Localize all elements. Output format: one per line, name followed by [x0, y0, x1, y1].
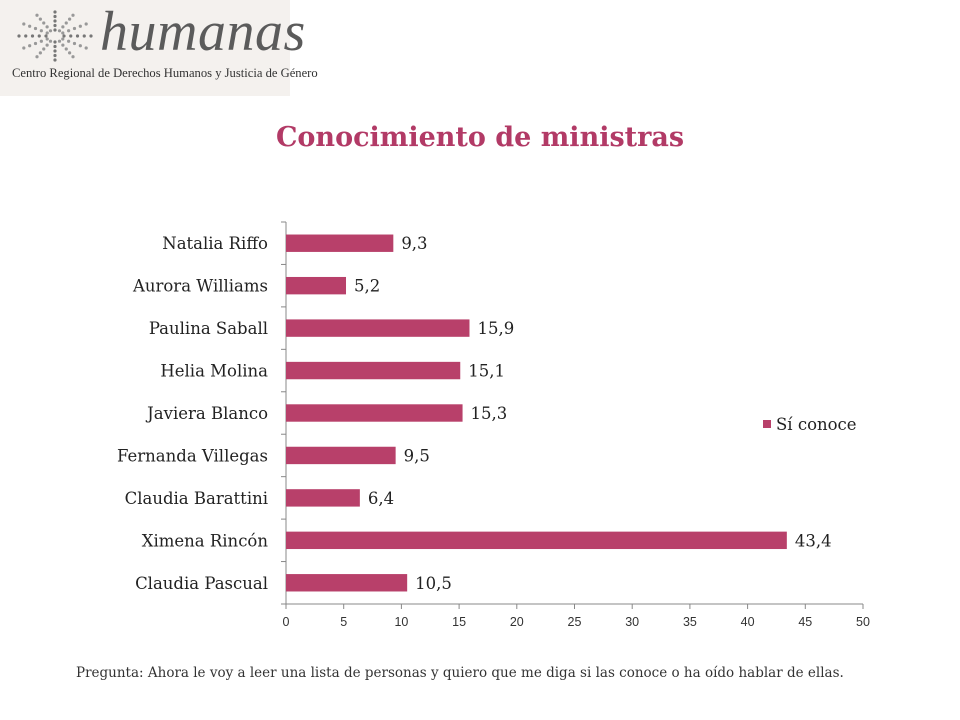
category-label: Ximena Rincón	[142, 531, 269, 550]
bar	[286, 446, 396, 465]
x-tick-label: 0	[283, 615, 290, 629]
legend-swatch	[763, 420, 771, 428]
logo-subtitle: Centro Regional de Derechos Humanos y Ju…	[12, 66, 318, 80]
x-tick-label: 20	[510, 615, 524, 629]
data-label: 6,4	[368, 489, 394, 508]
question-footnote: Pregunta: Ahora le voy a leer una lista …	[76, 665, 844, 681]
bar	[286, 531, 787, 550]
bar	[286, 234, 394, 252]
x-tick-label: 40	[741, 615, 755, 629]
category-label: Fernanda Villegas	[117, 446, 268, 465]
x-tick-label: 10	[394, 615, 408, 629]
data-label: 15,9	[477, 319, 514, 338]
logo-wordmark: humanas	[100, 1, 306, 63]
category-label: Claudia Barattini	[125, 489, 268, 508]
bar	[286, 276, 347, 295]
category-label: Natalia Riffo	[162, 234, 268, 253]
data-label: 15,1	[468, 362, 505, 381]
bar	[286, 361, 461, 380]
x-tick-label: 45	[798, 615, 812, 629]
x-tick-label: 5	[340, 615, 347, 629]
legend-label: Sí conoce	[776, 415, 857, 434]
data-label: 10,5	[415, 574, 452, 593]
data-label: 15,3	[471, 404, 508, 423]
category-label: Claudia Pascual	[135, 574, 268, 593]
bar	[286, 489, 360, 507]
category-label: Aurora Williams	[132, 277, 268, 296]
data-label: 9,3	[401, 234, 427, 253]
logo: humanas Centro Regional de Derechos Huma…	[0, 0, 318, 96]
x-tick-label: 30	[625, 615, 639, 629]
data-label: 9,5	[404, 446, 430, 465]
bar	[286, 404, 463, 422]
x-tick-label: 50	[856, 615, 870, 629]
bar	[286, 319, 470, 337]
logo-dots-icon	[17, 10, 93, 62]
chart-title: Conocimiento de ministras	[275, 122, 685, 153]
category-label: Javiera Blanco	[145, 404, 268, 423]
x-tick-label: 15	[452, 615, 466, 629]
data-label: 5,2	[354, 277, 380, 296]
category-label: Helia Molina	[160, 362, 268, 381]
bar	[286, 574, 408, 592]
data-label: 43,4	[795, 531, 832, 550]
x-tick-label: 25	[568, 615, 582, 629]
x-tick-label: 35	[683, 615, 697, 629]
category-label: Paulina Saball	[149, 319, 268, 338]
